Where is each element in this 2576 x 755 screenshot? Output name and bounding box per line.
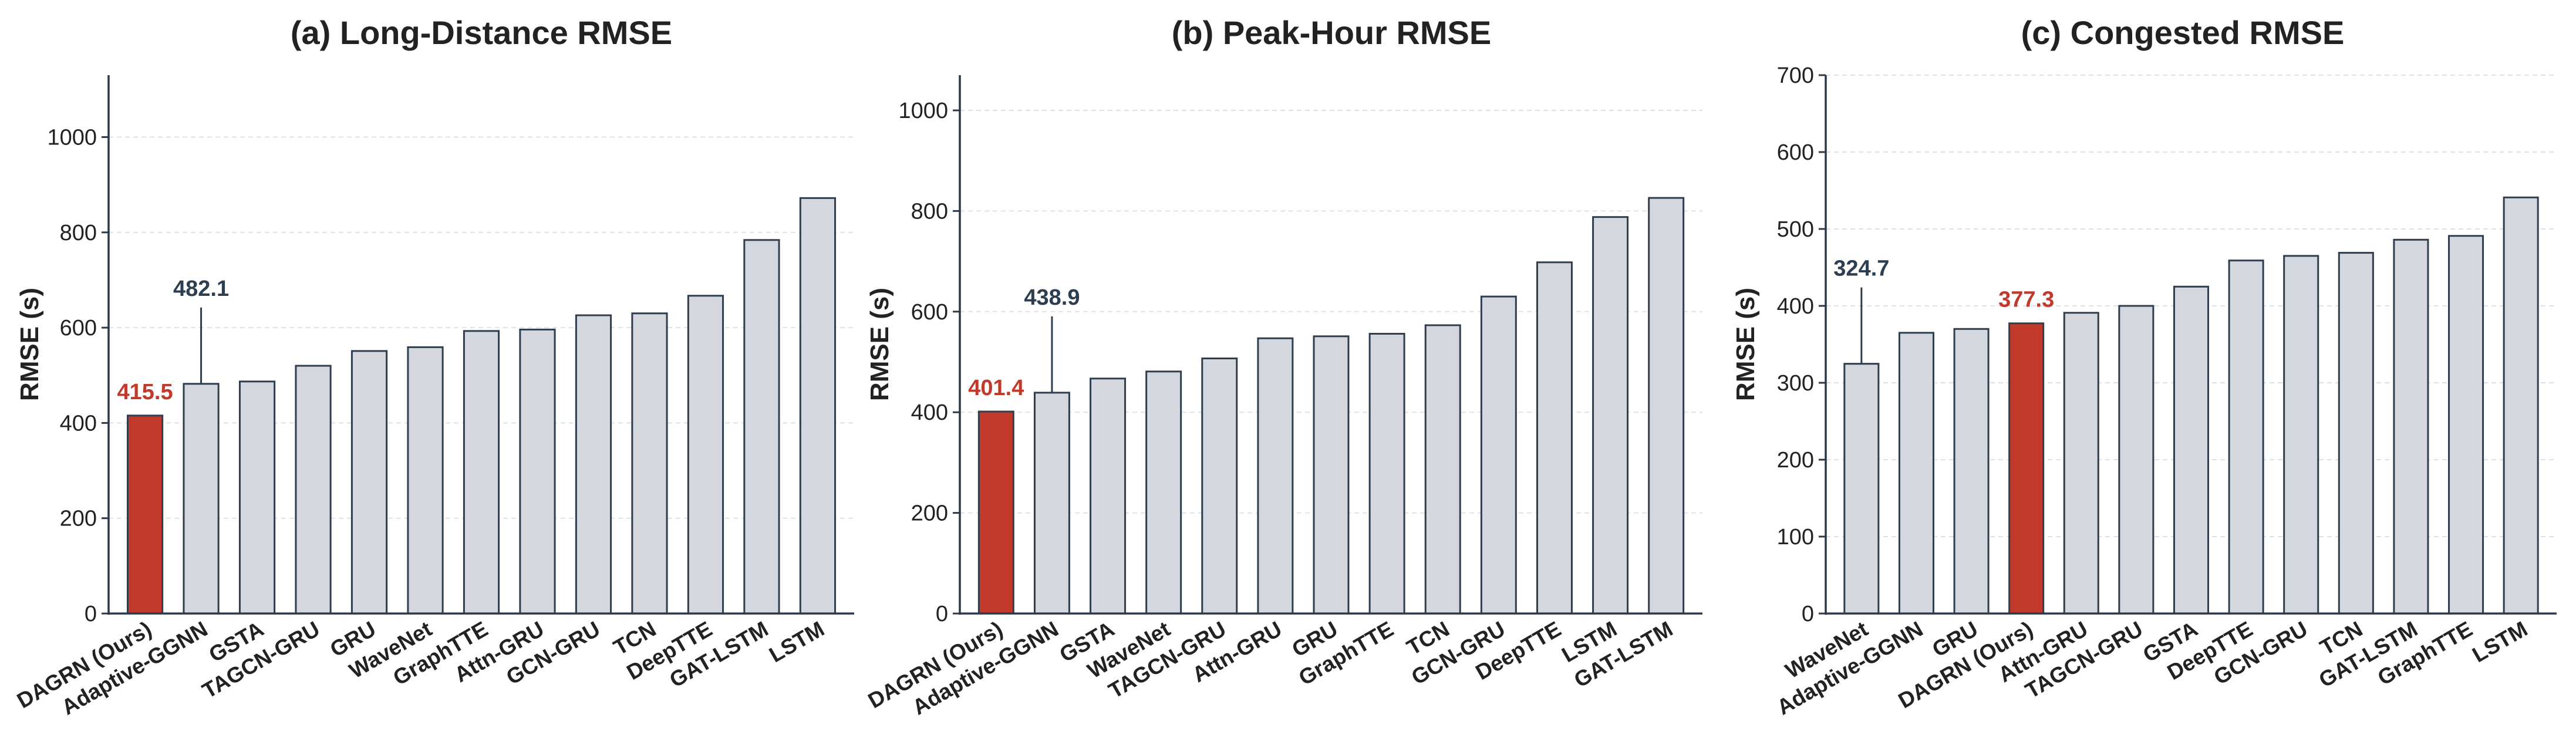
x-tick-label: LSTM <box>765 616 828 667</box>
bar-tcn <box>1424 324 1461 615</box>
bar-wavenet <box>407 346 444 615</box>
data-label: 482.1 <box>173 277 229 301</box>
bar-dagrn-ours- <box>2008 322 2045 615</box>
bar-tcn <box>631 312 668 615</box>
bar-gsta <box>1090 378 1127 615</box>
y-tick-label: 400 <box>60 411 97 436</box>
bar-gat-lstm <box>1648 197 1685 615</box>
bar-gat-lstm <box>2393 238 2429 615</box>
bar-adaptive-ggnn <box>1033 392 1070 615</box>
y-tick-label: 400 <box>1777 294 1814 319</box>
bar-gcn-gru <box>1480 295 1517 615</box>
bar-lstm <box>799 197 837 615</box>
bar-tagcn-gru <box>1201 357 1238 615</box>
bar-gsta <box>2173 285 2210 615</box>
bar-deeptte <box>1536 261 1573 615</box>
bar-lstm <box>2503 196 2539 615</box>
bar-tagcn-gru <box>295 365 332 615</box>
bar-attn-gru <box>519 328 556 615</box>
panel-title: (c) Congested RMSE <box>2021 14 2345 51</box>
bar-wavenet <box>1843 363 1880 615</box>
bar-attn-gru <box>1257 337 1294 615</box>
data-label: 377.3 <box>1998 288 2054 312</box>
data-label: 438.9 <box>1024 285 1080 310</box>
bar-adaptive-ggnn <box>1898 332 1934 615</box>
y-tick-label: 200 <box>911 501 948 526</box>
bar-dagrn-ours- <box>977 410 1014 615</box>
bar-gru <box>1953 328 1990 615</box>
bar-gru <box>350 350 388 615</box>
y-tick-label: 0 <box>936 602 948 626</box>
bar-deeptte <box>687 295 724 615</box>
bar-graphtte <box>1368 333 1405 615</box>
y-tick-label: 800 <box>60 221 97 245</box>
bar-graphtte <box>463 330 500 615</box>
y-axis-label: RMSE (s) <box>865 288 894 401</box>
y-tick-label: 200 <box>1777 448 1814 473</box>
y-axis-label: RMSE (s) <box>15 288 44 401</box>
bar-tagcn-gru <box>2118 305 2154 615</box>
bar-gcn-gru <box>2283 255 2319 615</box>
bar-adaptive-ggnn <box>183 383 220 615</box>
bar-tcn <box>2338 252 2374 615</box>
y-tick-label: 500 <box>1777 217 1814 242</box>
y-tick-label: 600 <box>1777 140 1814 165</box>
y-tick-label: 0 <box>1802 602 1814 626</box>
panel-title: (a) Long-Distance RMSE <box>291 14 672 51</box>
y-tick-label: 800 <box>911 199 948 224</box>
bar-wavenet <box>1145 370 1182 615</box>
panel-title: (b) Peak-Hour RMSE <box>1172 14 1492 51</box>
y-tick-label: 1000 <box>47 125 97 150</box>
bar-deeptte <box>2228 259 2264 615</box>
y-tick-label: 1000 <box>898 99 948 123</box>
bar-dagrn-ours- <box>126 414 164 615</box>
y-tick-label: 0 <box>85 602 97 626</box>
data-label: 324.7 <box>1833 257 1889 281</box>
data-label: 401.4 <box>968 376 1024 400</box>
data-label: 415.5 <box>117 380 173 405</box>
y-tick-label: 100 <box>1777 525 1814 550</box>
bar-gru <box>1313 335 1350 615</box>
x-tick-label: LSTM <box>2468 616 2531 667</box>
bar-graphtte <box>2448 235 2484 615</box>
y-tick-label: 200 <box>60 507 97 531</box>
y-tick-label: 400 <box>911 400 948 425</box>
bar-gat-lstm <box>743 239 780 615</box>
y-tick-label: 600 <box>911 300 948 325</box>
y-tick-label: 600 <box>60 316 97 341</box>
y-axis-label: RMSE (s) <box>1731 288 1760 401</box>
y-tick-label: 300 <box>1777 371 1814 396</box>
y-tick-label: 700 <box>1777 63 1814 88</box>
bar-gsta <box>238 380 276 615</box>
bar-gcn-gru <box>575 314 612 615</box>
bar-attn-gru <box>2063 312 2099 615</box>
bar-lstm <box>1592 216 1629 615</box>
